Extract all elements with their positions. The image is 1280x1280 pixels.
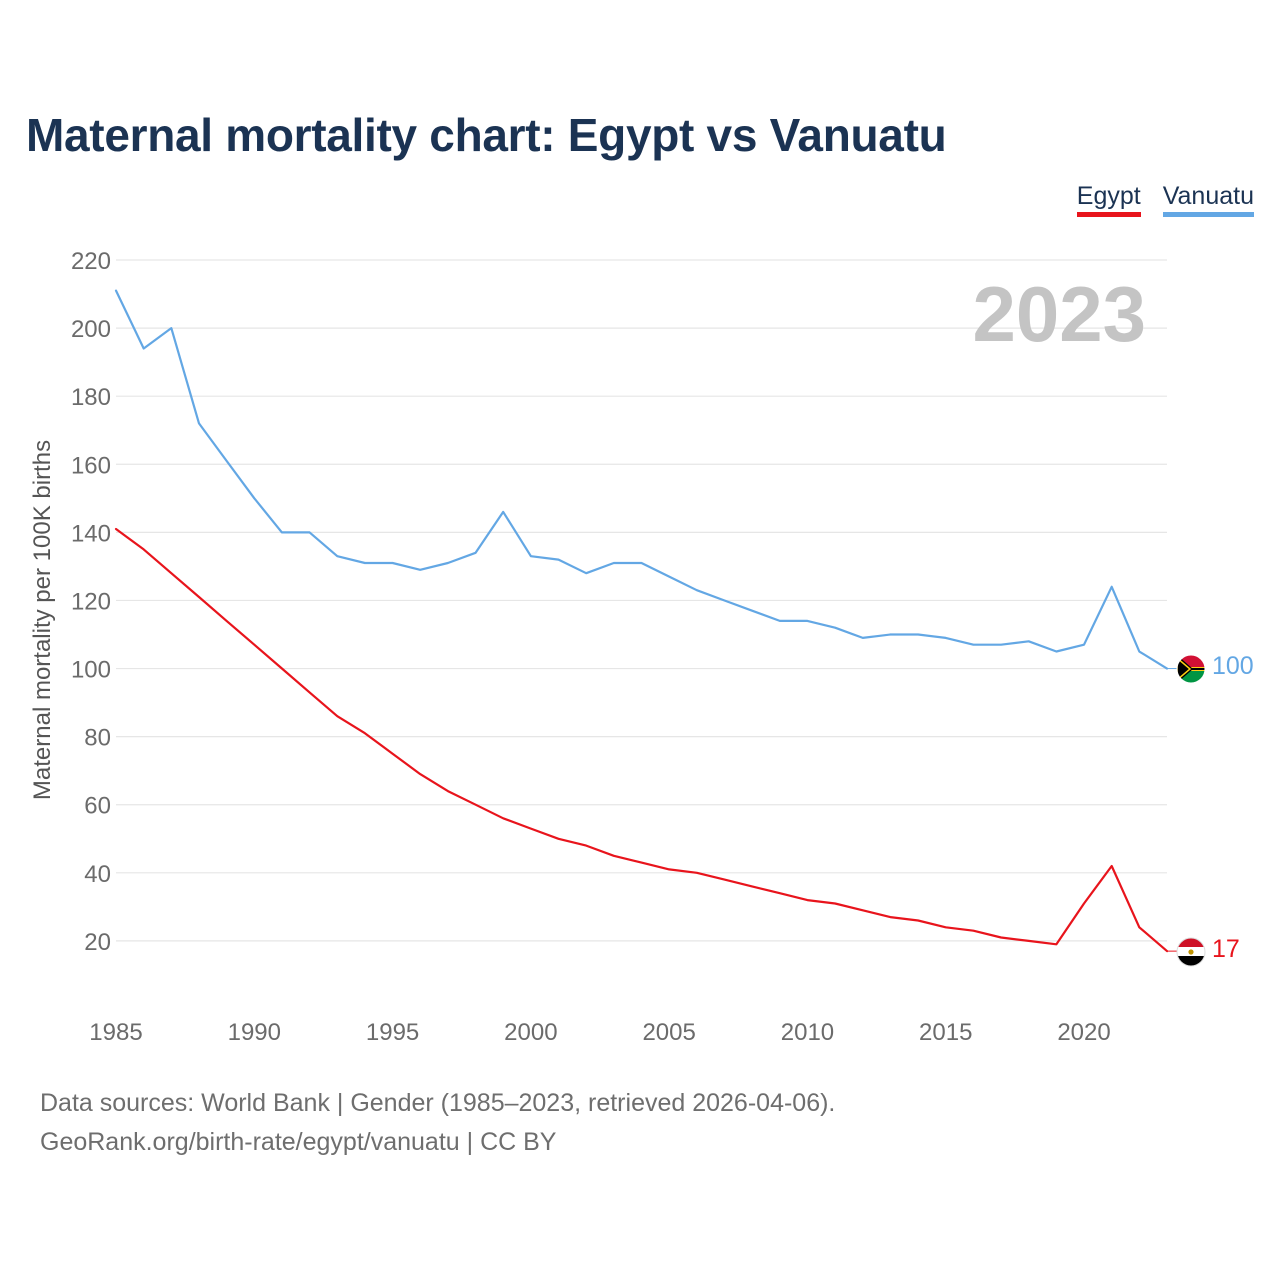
y-tick-label: 20	[84, 929, 111, 956]
y-tick-label: 200	[71, 316, 111, 343]
y-axis-title: Maternal mortality per 100K births	[29, 440, 56, 800]
y-tick-label: 60	[84, 793, 111, 820]
vanuatu-flag-icon	[1176, 654, 1206, 684]
y-tick-label: 140	[71, 520, 111, 547]
x-tick-label: 2020	[1057, 1019, 1110, 1046]
y-tick-label: 120	[71, 588, 111, 615]
series-line-vanuatu	[114, 289, 1169, 670]
data-sources-text: Data sources: World Bank | Gender (1985–…	[40, 1089, 836, 1117]
y-tick-label: 180	[71, 384, 111, 411]
chart-title: Maternal mortality chart: Egypt vs Vanua…	[26, 109, 947, 161]
year-badge: 2023	[972, 270, 1146, 358]
x-tick-label: 1995	[366, 1019, 419, 1046]
x-axis-ticks: 1985 1990 1995 2000 2005 2010 2015 2020	[89, 1019, 1110, 1046]
gridlines	[116, 259, 1167, 942]
x-tick-label: 1985	[89, 1019, 142, 1046]
legend-item-egypt[interactable]: Egypt	[1076, 182, 1141, 217]
egypt-flag-icon	[1176, 937, 1206, 967]
y-tick-label: 80	[84, 725, 111, 752]
x-tick-label: 2005	[642, 1019, 695, 1046]
series-line-egypt	[114, 527, 1169, 953]
y-axis-ticks: 20 40 60 80 100 120 140 160 180 200 220	[71, 248, 111, 956]
y-tick-label: 160	[71, 452, 111, 479]
series-lines	[114, 289, 1177, 953]
source-link[interactable]: GeoRank.org/birth-rate/egypt/vanuatu | C…	[40, 1128, 557, 1156]
y-tick-label: 100	[71, 657, 111, 684]
end-label-vanuatu: 100	[1212, 652, 1254, 680]
x-tick-label: 2010	[781, 1019, 834, 1046]
legend: Egypt Vanuatu	[1076, 182, 1254, 217]
footer: Data sources: World Bank | Gender (1985–…	[40, 1084, 835, 1162]
y-tick-label: 40	[84, 861, 111, 888]
end-label-egypt: 17	[1212, 935, 1240, 963]
y-tick-label: 220	[71, 248, 111, 275]
x-tick-label: 2015	[919, 1019, 972, 1046]
legend-item-vanuatu[interactable]: Vanuatu	[1162, 182, 1254, 217]
x-tick-label: 2000	[504, 1019, 557, 1046]
x-tick-label: 1990	[228, 1019, 281, 1046]
